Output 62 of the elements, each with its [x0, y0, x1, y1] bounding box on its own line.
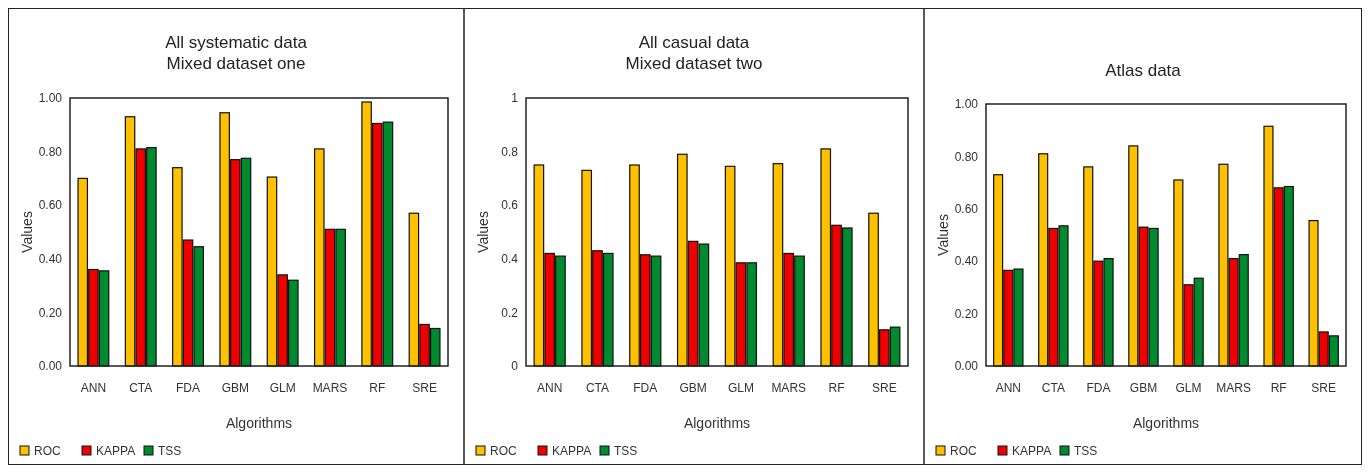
- y-tick-label: 0.60: [954, 202, 979, 216]
- y-tick-label: 0.4: [501, 252, 519, 266]
- y-tick-label: 0.20: [954, 306, 979, 321]
- y-tick-label: 0.6: [501, 198, 519, 213]
- x-tick-label: SRE: [1311, 381, 1337, 395]
- x-tick-label: CTA: [585, 381, 610, 395]
- x-tick-label: RF: [1270, 381, 1287, 395]
- x-tick-label: RF: [369, 381, 386, 395]
- x-tick-label: ANN: [80, 381, 107, 395]
- x-tick-label: GLM: [727, 381, 754, 395]
- legend-label: ROC: [950, 444, 977, 458]
- legend-label: TSS: [614, 444, 638, 458]
- y-tick-label: 0.20: [38, 305, 63, 320]
- y-tick-label: 0: [511, 359, 519, 374]
- legend-label: TSS: [1074, 444, 1098, 458]
- x-tick-label: CTA: [129, 381, 153, 395]
- legend-label: ROC: [490, 444, 517, 458]
- legend-label: KAPPA: [96, 444, 136, 458]
- chart-title: All casual data: [638, 33, 750, 52]
- y-tick-label: 0.40: [38, 252, 63, 266]
- x-tick-label: FDA: [176, 381, 201, 395]
- chart-subtitle: Mixed dataset one: [166, 54, 306, 73]
- chart-title: Atlas data: [1105, 61, 1182, 80]
- x-tick-label: GLM: [1175, 381, 1202, 395]
- chart-title: All systematic data: [165, 33, 308, 52]
- x-tick-label: RF: [828, 381, 845, 395]
- x-tick-label: MARS: [771, 381, 807, 395]
- y-tick-label: 1.00: [38, 91, 63, 106]
- x-axis-title: Algorithms: [1132, 415, 1200, 431]
- x-axis-title: Algorithms: [683, 415, 751, 431]
- y-axis-title: Values: [19, 211, 35, 253]
- x-tick-label: GBM: [679, 381, 707, 395]
- x-tick-label: SRE: [412, 381, 437, 395]
- x-tick-label: ANN: [995, 381, 1021, 395]
- y-tick-label: 0.80: [954, 149, 979, 164]
- x-tick-label: SRE: [871, 381, 897, 395]
- x-axis-title: Algorithms: [225, 415, 293, 431]
- y-tick-label: 0.80: [38, 144, 63, 159]
- y-tick-label: 0.00: [38, 359, 63, 374]
- legend-label: TSS: [158, 444, 182, 458]
- y-tick-label: 1: [511, 91, 519, 106]
- x-tick-label: MARS: [312, 381, 348, 395]
- x-tick-label: GBM: [1129, 381, 1158, 395]
- y-tick-label: 0.60: [38, 198, 63, 213]
- x-tick-label: FDA: [633, 381, 658, 395]
- y-tick-label: 0.40: [954, 254, 979, 269]
- legend-label: KAPPA: [1012, 444, 1052, 458]
- y-tick-label: 0.2: [501, 305, 519, 320]
- x-tick-label: GLM: [269, 381, 296, 395]
- x-tick-label: CTA: [1041, 381, 1065, 395]
- chart-subtitle: Mixed dataset two: [625, 54, 763, 73]
- legend-label: KAPPA: [552, 444, 592, 458]
- x-tick-label: FDA: [1086, 381, 1111, 395]
- y-tick-label: 0.00: [954, 359, 979, 374]
- x-tick-label: GBM: [221, 381, 250, 395]
- y-axis-title: Values: [475, 211, 491, 253]
- y-tick-label: 1.00: [954, 97, 979, 112]
- legend-label: ROC: [34, 444, 61, 458]
- x-tick-label: MARS: [1216, 381, 1251, 395]
- x-tick-label: ANN: [536, 381, 563, 395]
- y-tick-label: 0.8: [501, 144, 519, 159]
- y-axis-title: Values: [935, 214, 951, 256]
